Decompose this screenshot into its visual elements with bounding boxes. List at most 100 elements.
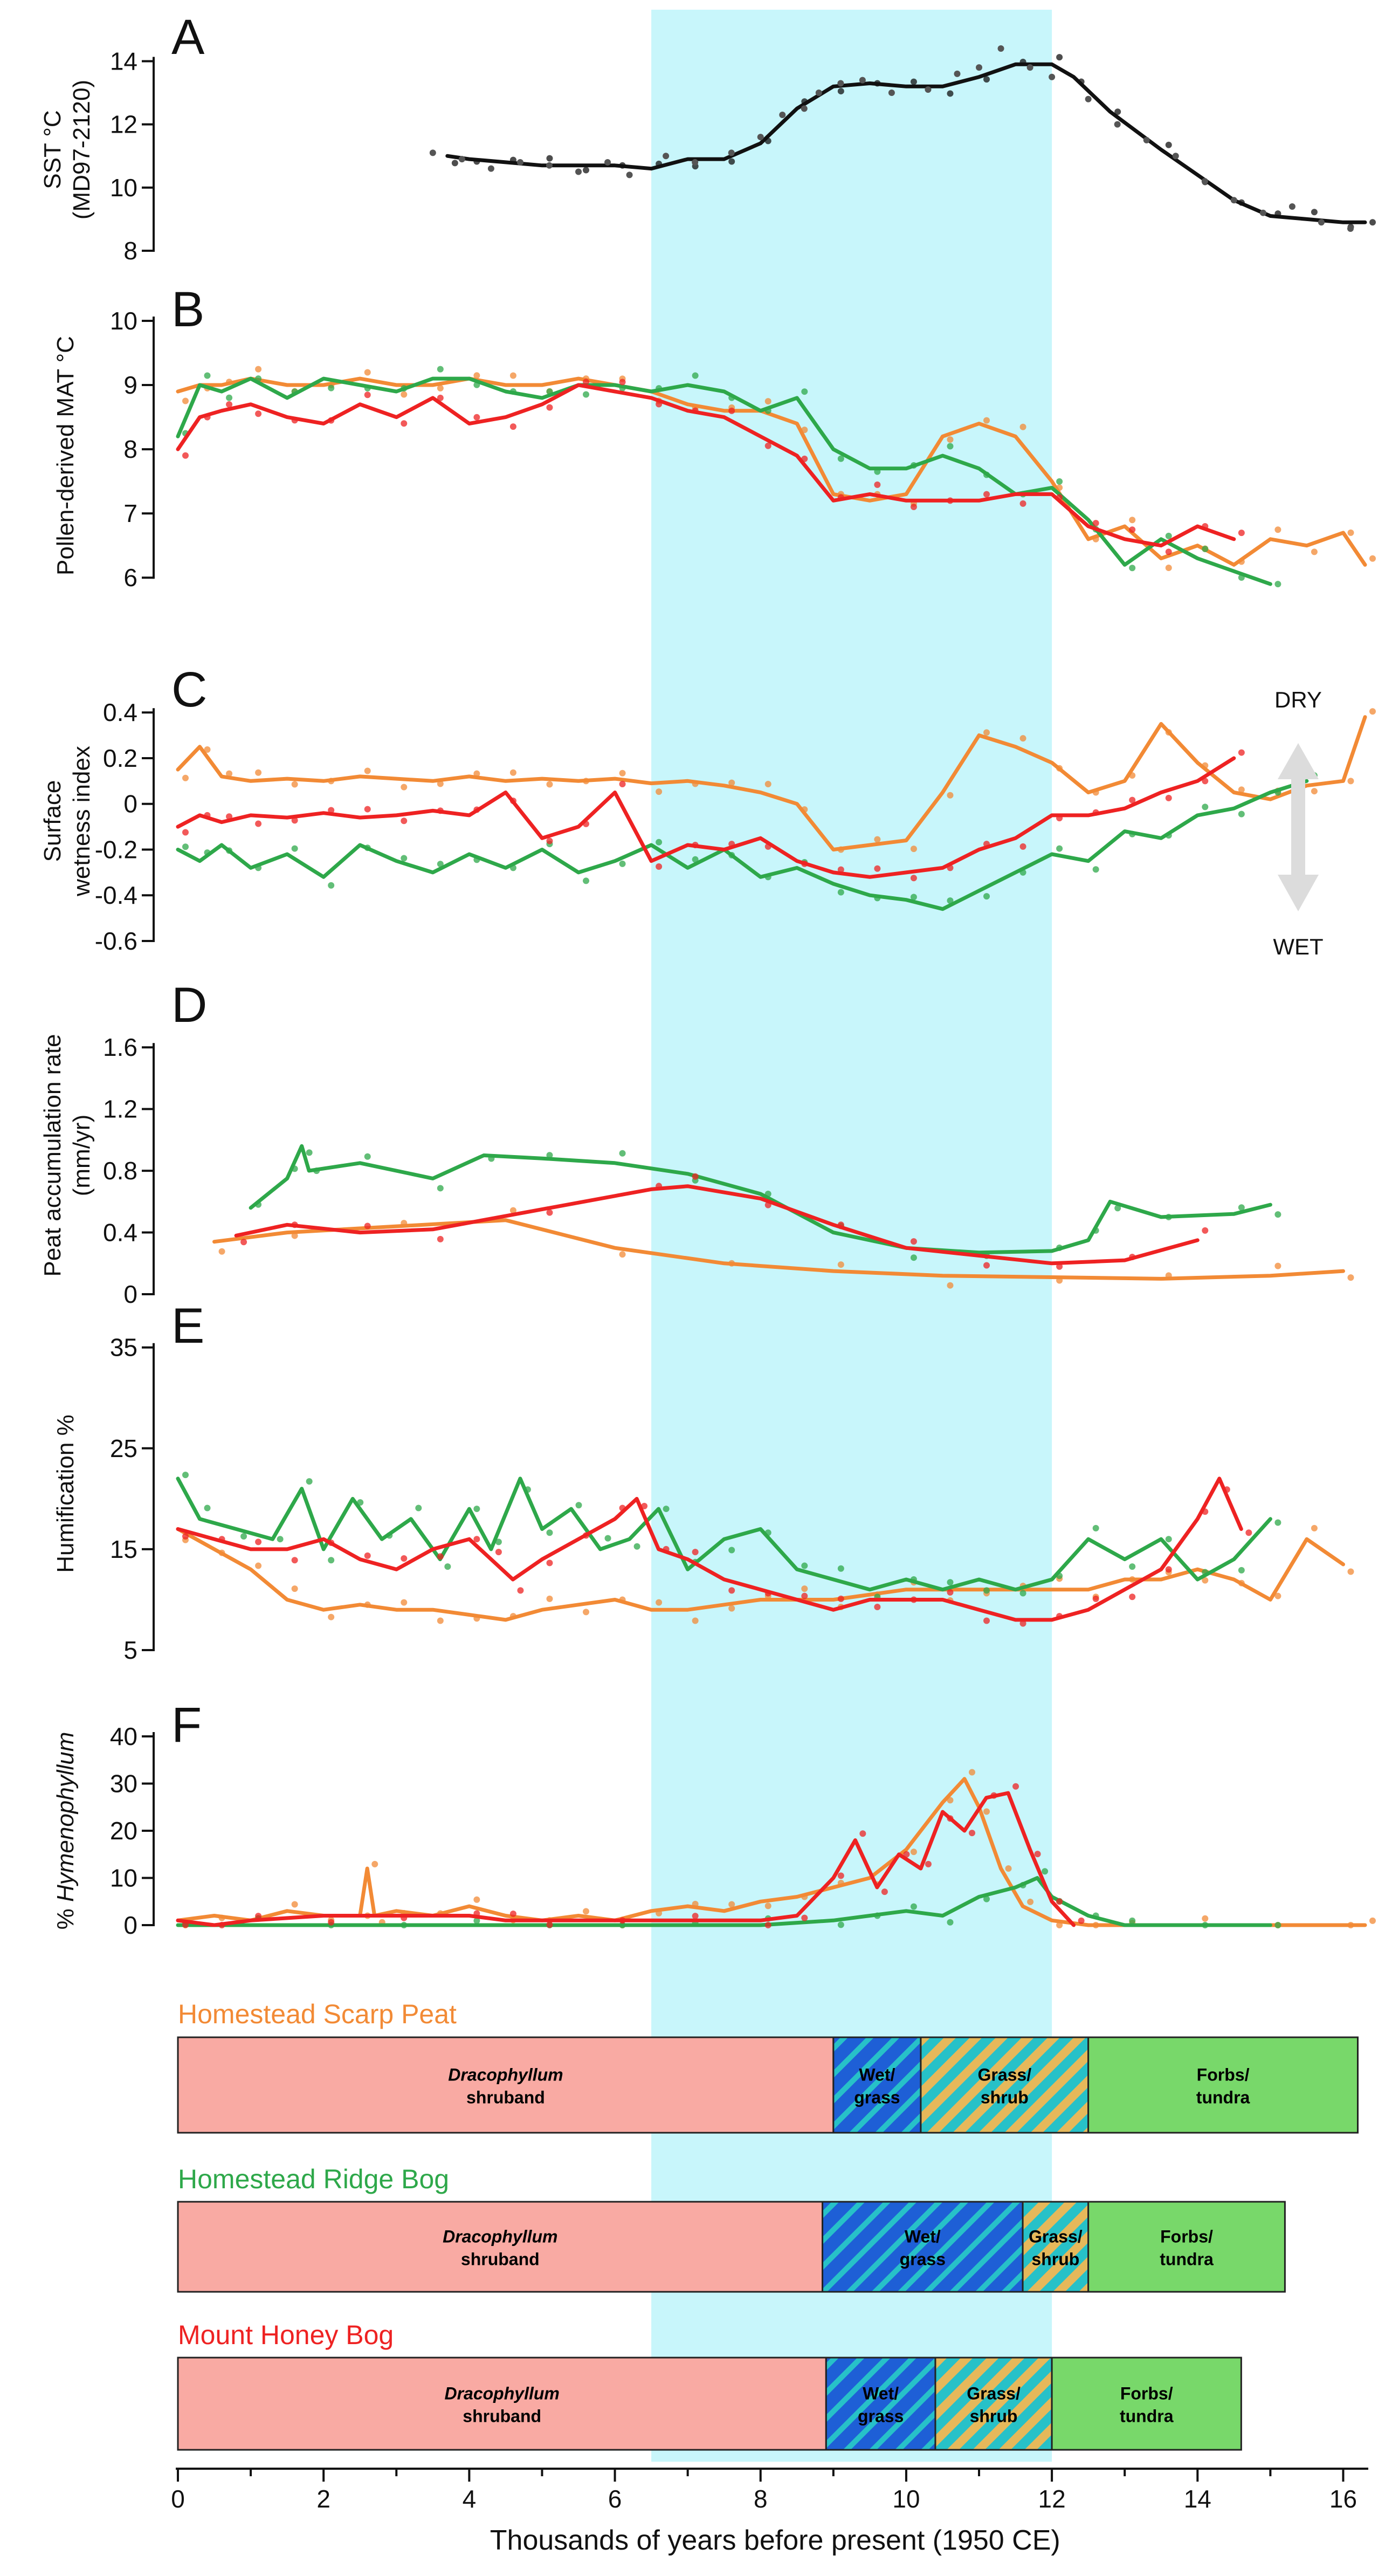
series-line	[212, 1218, 1345, 1281]
data-point	[516, 159, 523, 166]
data-point	[1311, 788, 1318, 795]
zone-label-line2: tundra	[1120, 2407, 1174, 2426]
data-point	[983, 417, 990, 424]
y-axis-label: Surface	[39, 780, 66, 862]
data-point	[429, 149, 436, 156]
data-point	[619, 1251, 626, 1258]
panels-layer: 14 12 10 8 A SST °C (MD97-2120) 10 9 8 7 6 B Pollen-d…	[39, 10, 1376, 1939]
zone-label-line2: shruband	[463, 2407, 541, 2426]
series-line	[176, 715, 1367, 851]
data-point	[1165, 141, 1172, 148]
series-line	[176, 1476, 1243, 1622]
veg-bar-2: Homestead Ridge Bog Dracophyllum shruband W…	[177, 2164, 1286, 2293]
zone-label: Dracophyllum	[443, 2227, 557, 2247]
data-point	[1019, 423, 1026, 430]
data-point	[364, 369, 371, 376]
y-tick-label: 0.4	[103, 1219, 137, 1247]
panel-b: 10 9 8 7 6 B Pollen-derived MAT °C	[52, 282, 1376, 592]
data-point	[182, 452, 189, 459]
data-point	[291, 1232, 298, 1239]
data-point	[437, 1185, 444, 1192]
data-point	[947, 436, 954, 443]
data-point	[837, 455, 844, 462]
data-point	[692, 1549, 699, 1556]
data-point	[328, 1557, 335, 1564]
zone-forbs	[1087, 2201, 1286, 2293]
data-point	[328, 384, 335, 391]
data-point	[619, 860, 626, 867]
x-tick-label: 2	[316, 2485, 330, 2513]
data-point	[837, 1595, 844, 1602]
y-tick-label: 1.6	[103, 1033, 137, 1061]
data-point	[764, 1902, 771, 1909]
data-point	[925, 1860, 932, 1867]
zone-label-line2: grass	[858, 2407, 904, 2426]
data-point	[575, 1502, 582, 1509]
data-point	[947, 897, 954, 904]
y-tick-label: 40	[110, 1722, 137, 1750]
data-point	[328, 882, 335, 889]
data-point	[1129, 526, 1136, 533]
data-point	[473, 1917, 480, 1924]
y-tick-label: 8	[123, 435, 137, 463]
x-axis-title: Thousands of years before present (1950 …	[490, 2525, 1060, 2556]
x-axis: 0 2 4 6 8 10 12 14 16 Thousands of years before p…	[171, 2468, 1368, 2556]
data-point	[874, 1603, 881, 1610]
data-point	[255, 1913, 262, 1920]
data-point	[291, 817, 298, 824]
data-point	[546, 155, 553, 162]
y-tick-label: 20	[110, 1817, 137, 1845]
data-point	[947, 90, 954, 97]
data-point	[546, 404, 553, 411]
zone-forbs	[1087, 2036, 1359, 2134]
data-point	[291, 845, 298, 852]
series-line	[176, 383, 1236, 548]
data-point	[983, 1587, 990, 1594]
series-line	[234, 1184, 1200, 1266]
data-point	[604, 159, 611, 166]
data-point	[1129, 1563, 1136, 1570]
zone-wet	[825, 2357, 936, 2451]
data-point	[1019, 1590, 1026, 1597]
data-point	[583, 391, 590, 398]
data-point	[401, 391, 408, 398]
data-point	[204, 746, 211, 753]
data-point	[1369, 1917, 1376, 1924]
data-point	[983, 1617, 990, 1624]
y-tick-label: 0	[123, 1280, 137, 1308]
data-point	[764, 780, 771, 787]
data-point	[728, 1901, 735, 1908]
y-axis-label: % Hymenophyllum	[52, 1732, 79, 1930]
data-point	[910, 846, 917, 853]
data-point	[240, 1239, 247, 1246]
data-point	[910, 875, 917, 882]
data-point	[495, 1549, 502, 1556]
data-point	[764, 398, 771, 405]
data-point	[983, 76, 990, 83]
data-point	[1165, 532, 1172, 539]
data-point	[837, 80, 844, 87]
zone-grass	[1022, 2201, 1090, 2293]
data-point	[1202, 1915, 1209, 1922]
y-axis-label: SST °C	[39, 110, 66, 189]
zone-wet	[832, 2036, 922, 2134]
data-point	[619, 770, 626, 777]
panel-letter: F	[171, 1698, 202, 1753]
data-point	[437, 366, 444, 373]
data-point	[1165, 1566, 1172, 1573]
data-point	[947, 1589, 954, 1596]
y-tick-label: 0.4	[103, 698, 137, 726]
panel-d: 1.6 1.2 0.8 0.4 0 D Peat accumulation rate (mm/…	[39, 978, 1354, 1308]
data-point	[546, 837, 553, 844]
data-point	[1274, 1211, 1281, 1218]
y-tick-label: 1.2	[103, 1095, 137, 1123]
data-point	[859, 1830, 866, 1837]
data-point	[764, 1922, 771, 1928]
data-point	[451, 160, 458, 167]
data-point	[473, 414, 480, 421]
data-point	[1019, 735, 1026, 742]
data-point	[583, 1908, 590, 1915]
data-point	[1165, 1536, 1172, 1543]
dry-arrow-head	[1278, 743, 1319, 779]
zone-label: Dracophyllum	[448, 2065, 563, 2085]
